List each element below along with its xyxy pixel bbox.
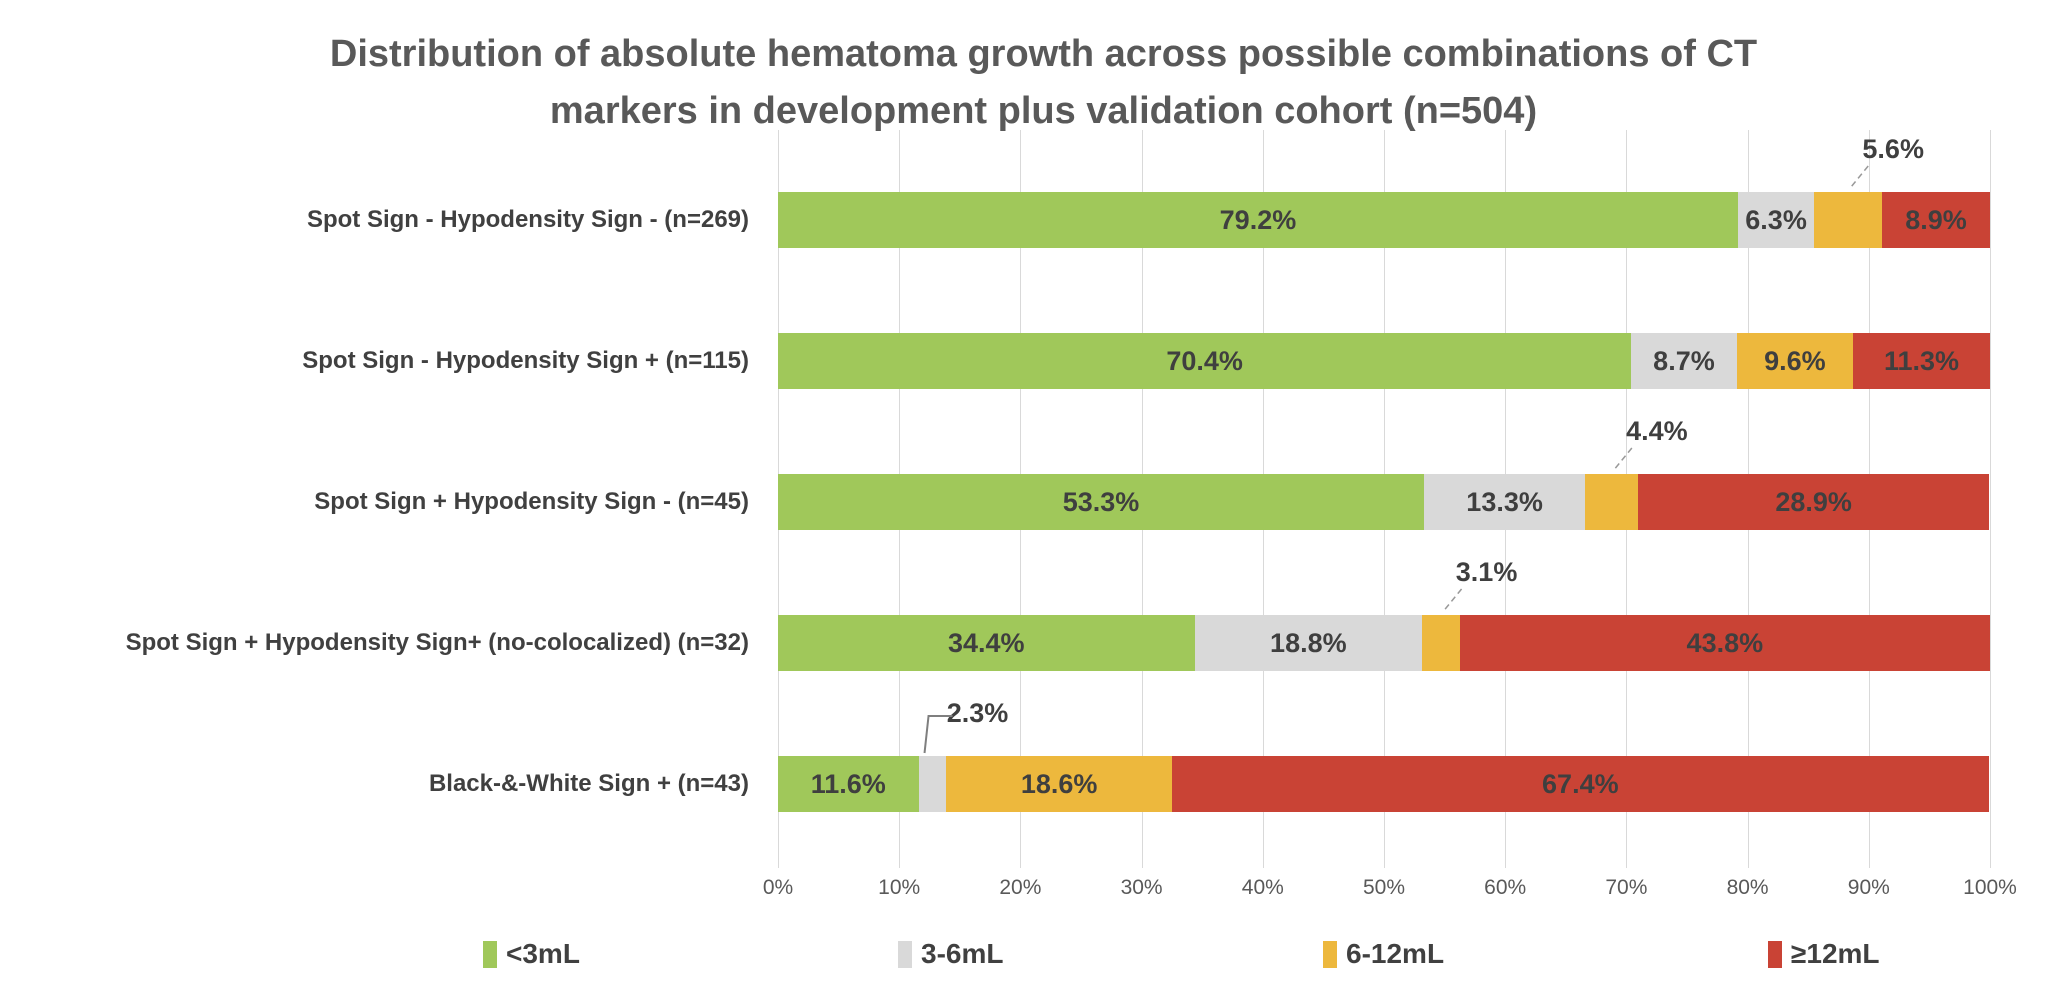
x-tick-label: 0% — [762, 876, 794, 899]
x-tick-label: 60% — [1484, 876, 1527, 899]
bar-segment: 28.9% — [1638, 474, 1989, 530]
chart-title-line2: markers in development plus validation c… — [549, 90, 1538, 132]
x-tick-label: 80% — [1726, 876, 1769, 899]
bar-row: 79.2% 6.3% 8.9% — [778, 192, 1990, 248]
x-tick-label: 40% — [1241, 876, 1284, 899]
category-label: Spot Sign + Hypodensity Sign - (n=45) — [314, 488, 749, 515]
legend-item: 3-6mL — [898, 938, 1003, 970]
x-tick-label: 100% — [1963, 876, 2017, 899]
bar-segment: 53.3% — [778, 474, 1424, 530]
data-label: 28.9% — [1775, 486, 1852, 517]
data-label: 9.6% — [1764, 345, 1826, 376]
bar-row: 70.4% 8.7% 9.6% 11.3% — [778, 333, 1990, 389]
bar-segment: 9.6% — [1736, 333, 1854, 389]
bar-segment — [1585, 474, 1639, 530]
bar-row: 11.6% 18.6% 67.4% — [778, 756, 1990, 812]
x-tick-label: 70% — [1605, 876, 1648, 899]
data-label: 79.2% — [1219, 204, 1297, 235]
callout-label: 2.3% — [946, 698, 1009, 728]
legend-label: 3-6mL — [921, 938, 1004, 969]
gridline — [1990, 130, 1991, 868]
legend-swatch — [898, 940, 912, 968]
category-label: Spot Sign - Hypodensity Sign + (n=115) — [302, 347, 749, 374]
bar-segment: 18.8% — [1194, 615, 1423, 671]
leader-line — [1613, 447, 1633, 471]
data-label: 6.3% — [1745, 204, 1807, 235]
bar-row: 34.4% 18.8% 43.8% — [778, 615, 1990, 671]
bar-segment: 18.6% — [946, 756, 1172, 812]
bar-segment: 6.3% — [1737, 192, 1815, 248]
x-tick-label: 50% — [1362, 876, 1406, 899]
bar-segment: 13.3% — [1423, 474, 1586, 530]
category-label: Spot Sign - Hypodensity Sign - (n=269) — [306, 206, 749, 233]
legend-label: ≥12mL — [1791, 938, 1880, 969]
bar-segment: 11.6% — [778, 756, 919, 812]
callout-label: 4.4% — [1626, 416, 1688, 446]
x-tick-label: 30% — [1120, 876, 1163, 899]
bar-segment — [1422, 615, 1460, 671]
data-label: 13.3% — [1466, 486, 1543, 517]
x-tick-label: 10% — [878, 876, 921, 899]
data-label: 53.3% — [1062, 486, 1140, 517]
data-label: 70.4% — [1166, 345, 1243, 376]
bar-segment — [918, 756, 947, 812]
bar-segment: 67.4% — [1171, 756, 1989, 812]
legend-item: ≥12mL — [1768, 938, 1880, 970]
data-label: 11.3% — [1883, 345, 1960, 376]
bar-segment: 79.2% — [778, 192, 1738, 248]
x-tick-label: 90% — [1847, 876, 1890, 899]
leader-line — [1849, 165, 1869, 189]
bar-segment — [1814, 192, 1883, 248]
x-tick-label: 20% — [999, 876, 1042, 899]
legend-item: <3mL — [483, 938, 580, 970]
data-label: 34.4% — [947, 627, 1025, 658]
legend-label: <3mL — [506, 938, 580, 969]
category-label: Spot Sign + Hypodensity Sign+ (no-coloca… — [125, 629, 749, 656]
callout-label: 3.1% — [1455, 557, 1518, 587]
leader-line — [1442, 588, 1463, 612]
chart-title: Distribution of absolute hematoma growth… — [40, 26, 2047, 140]
legend-swatch — [1768, 940, 1782, 968]
data-label: 18.6% — [1020, 768, 1098, 799]
callout-label: 5.6% — [1862, 134, 1924, 164]
data-label: 8.7% — [1653, 345, 1715, 376]
data-label: 8.9% — [1905, 204, 1967, 235]
legend-item: 6-12mL — [1323, 938, 1444, 970]
data-label: 18.8% — [1270, 627, 1347, 658]
bar-row: 53.3% 13.3% 28.9% — [778, 474, 1990, 530]
bar-segment: 8.9% — [1882, 192, 1990, 248]
bar-segment: 43.8% — [1459, 615, 1990, 671]
legend-label: 6-12mL — [1346, 938, 1445, 969]
data-label: 67.4% — [1542, 768, 1619, 799]
bar-segment: 70.4% — [778, 333, 1632, 389]
bar-segment: 8.7% — [1631, 333, 1737, 389]
legend-swatch — [1323, 940, 1337, 968]
data-label: 43.8% — [1686, 627, 1764, 658]
bar-segment: 11.3% — [1853, 333, 1990, 389]
data-label: 11.6% — [810, 768, 886, 799]
legend-swatch — [483, 940, 497, 968]
category-label: Black-&-White Sign + (n=43) — [428, 770, 749, 797]
chart-title-line1: Distribution of absolute hematoma growth… — [329, 33, 1758, 75]
bar-segment: 34.4% — [778, 615, 1195, 671]
